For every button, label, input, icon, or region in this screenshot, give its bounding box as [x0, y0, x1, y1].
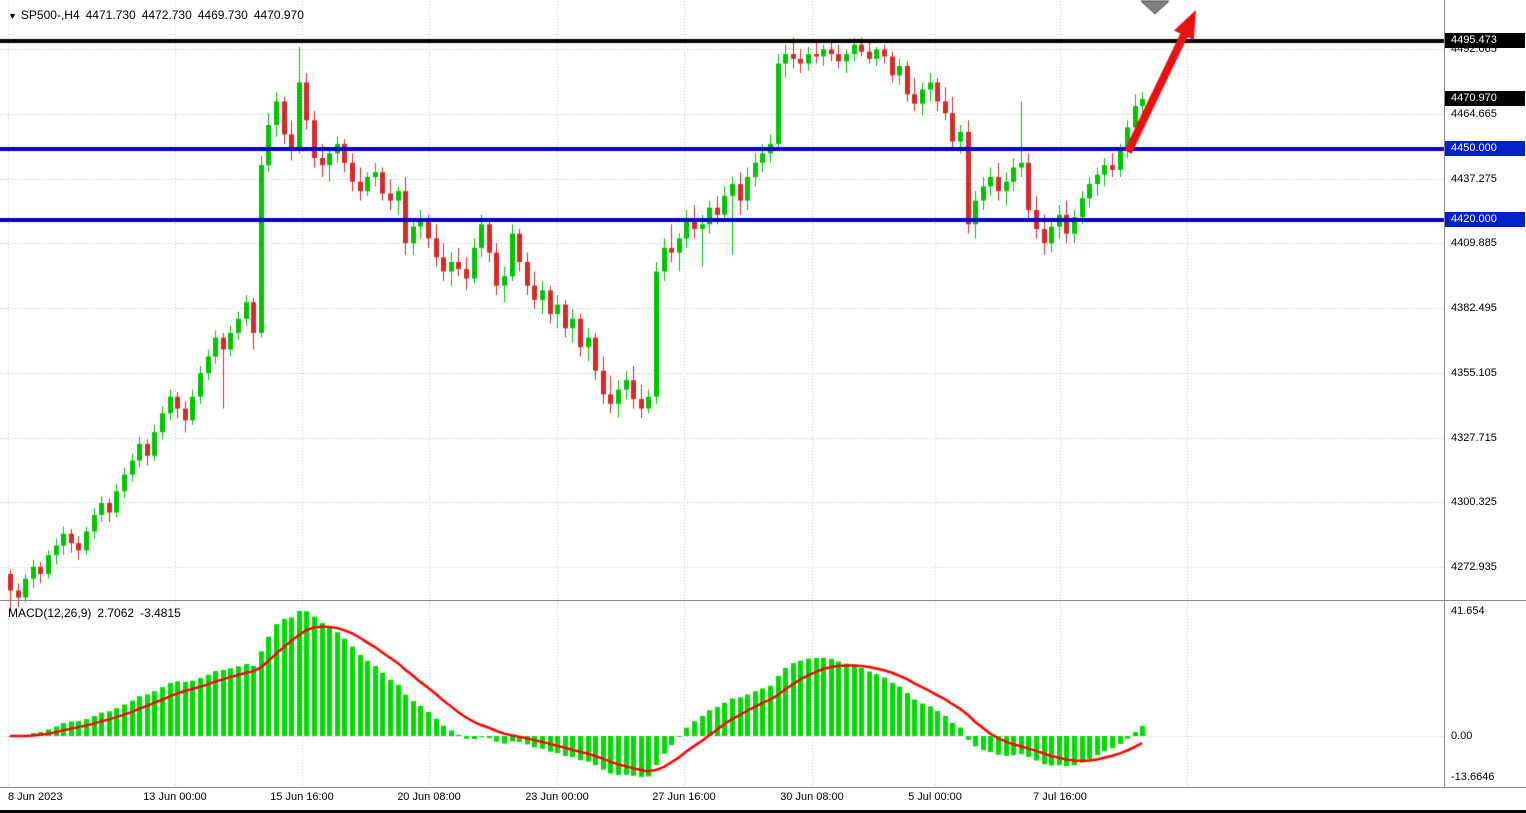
macd-indicator-label: MACD(12,26,9) 2.7062 -3.4815	[8, 606, 181, 620]
ohlc-close: 4470.970	[253, 8, 304, 22]
time-axis-label: 7 Jul 16:00	[1033, 791, 1087, 803]
time-axis-label: 8 Jun 2023	[8, 791, 63, 803]
time-axis-label: 13 Jun 00:00	[143, 791, 207, 803]
price-axis-label: 4300.325	[1451, 496, 1497, 508]
ohlc-low: 4469.730	[197, 8, 248, 22]
time-axis-separator	[0, 787, 1526, 788]
time-axis-label: 20 Jun 08:00	[397, 791, 461, 803]
level-price-tag: 4420.000	[1445, 212, 1525, 227]
price-axis-label: 4327.715	[1451, 432, 1497, 444]
price-axis-label: 4382.495	[1451, 302, 1497, 314]
macd-axis-label: -13.6646	[1451, 771, 1495, 783]
macd-signal-value: -3.4815	[140, 606, 181, 620]
time-axis-label: 27 Jun 16:00	[652, 791, 716, 803]
ohlc-open: 4471.730	[85, 8, 136, 22]
ohlc-high: 4472.730	[141, 8, 192, 22]
price-axis[interactable]: 4492.065 4464.665 4437.275 4409.885 4382.495…	[1444, 0, 1526, 788]
level-price-tag: 4495.473	[1445, 33, 1525, 48]
symbol-timeframe-label: SP500-,H4	[20, 8, 80, 22]
time-axis-label: 30 Jun 08:00	[780, 791, 844, 803]
macd-axis-label: 0.00	[1451, 730, 1473, 742]
current-price-tag: 4470.970	[1445, 91, 1525, 106]
price-axis-label: 4272.935	[1451, 561, 1497, 573]
time-axis-label: 15 Jun 16:00	[270, 791, 334, 803]
macd-main-value: 2.7062	[97, 606, 135, 620]
time-axis-label: 23 Jun 00:00	[525, 791, 589, 803]
axis-separator-line	[1444, 0, 1445, 788]
price-axis-label: 4464.665	[1451, 108, 1497, 120]
symbol-header: ▼ SP500-,H4 4471.730 4472.730 4469.730 4470.9…	[8, 8, 304, 22]
panel-divider[interactable]	[0, 600, 1526, 601]
macd-axis-label: 41.654	[1451, 605, 1485, 617]
window-bottom-edge	[0, 810, 1526, 813]
time-axis-label: 5 Jul 00:00	[908, 791, 962, 803]
symbol-collapse-icon[interactable]: ▼	[8, 11, 17, 21]
price-axis-label: 4409.885	[1451, 237, 1497, 249]
time-axis[interactable]: 8 Jun 2023 13 Jun 00:00 15 Jun 16:00 20 Jun…	[0, 788, 1526, 810]
price-axis-label: 4437.275	[1451, 173, 1497, 185]
price-axis-label: 4355.105	[1451, 367, 1497, 379]
level-price-tag: 4450.000	[1445, 141, 1525, 156]
macd-name: MACD(12,26,9)	[8, 606, 92, 620]
macd-axis[interactable]: 41.654 0.00 -13.6646	[1444, 600, 1526, 788]
